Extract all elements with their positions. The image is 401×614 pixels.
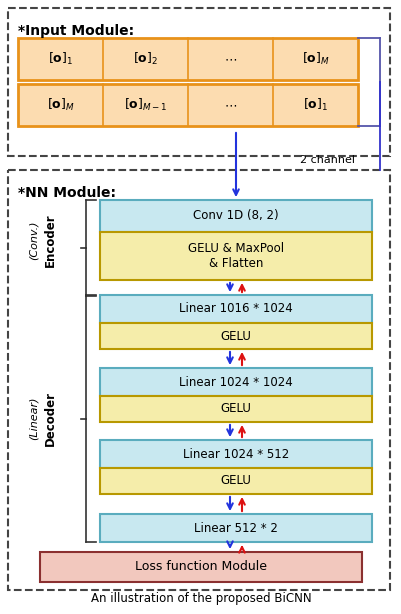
Text: $[\mathbf{o}]_M$: $[\mathbf{o}]_M$	[47, 97, 74, 113]
Text: GELU & MaxPool
& Flatten: GELU & MaxPool & Flatten	[188, 242, 284, 270]
Text: GELU: GELU	[220, 403, 251, 416]
Bar	[18, 38, 357, 80]
Text: Conv 1D (8, 2): Conv 1D (8, 2)	[193, 209, 278, 222]
Text: (Linear): (Linear)	[29, 396, 39, 440]
Bar	[100, 232, 371, 280]
Text: *NN Module:: *NN Module:	[18, 186, 116, 200]
Text: An illustration of the proposed BiCNN: An illustration of the proposed BiCNN	[91, 592, 310, 605]
Text: Decoder: Decoder	[43, 391, 57, 446]
Text: Encoder: Encoder	[43, 213, 57, 267]
Text: $[\mathbf{o}]_{M-1}$: $[\mathbf{o}]_{M-1}$	[124, 97, 167, 113]
Text: $[\mathbf{o}]_1$: $[\mathbf{o}]_1$	[302, 97, 327, 113]
Text: $[\mathbf{o}]_2$: $[\mathbf{o}]_2$	[133, 51, 158, 67]
Text: 2 channel: 2 channel	[299, 155, 354, 165]
Text: Linear 1016 * 1024: Linear 1016 * 1024	[179, 303, 292, 316]
Text: $\cdots$: $\cdots$	[223, 98, 237, 112]
Text: Linear 1024 * 512: Linear 1024 * 512	[182, 448, 288, 460]
Text: GELU: GELU	[220, 330, 251, 343]
Bar	[100, 396, 371, 422]
Bar	[100, 323, 371, 349]
Bar	[100, 200, 371, 232]
Text: $[\mathbf{o}]_1$: $[\mathbf{o}]_1$	[48, 51, 73, 67]
Text: Loss function Module: Loss function Module	[135, 561, 266, 573]
Text: *Input Module:: *Input Module:	[18, 24, 134, 38]
Bar	[100, 440, 371, 468]
Text: Linear 1024 * 1024: Linear 1024 * 1024	[179, 376, 292, 389]
Bar	[100, 368, 371, 396]
Bar	[100, 468, 371, 494]
Bar	[8, 170, 389, 590]
Bar	[100, 295, 371, 323]
Text: $[\mathbf{o}]_M$: $[\mathbf{o}]_M$	[301, 51, 328, 67]
Bar	[100, 514, 371, 542]
Bar	[40, 552, 361, 582]
Bar	[8, 8, 389, 156]
Text: (Conv.): (Conv.)	[29, 220, 39, 260]
Text: GELU: GELU	[220, 475, 251, 488]
Text: Linear 512 * 2: Linear 512 * 2	[194, 521, 277, 535]
Text: $\cdots$: $\cdots$	[223, 53, 237, 66]
Bar	[18, 84, 357, 126]
